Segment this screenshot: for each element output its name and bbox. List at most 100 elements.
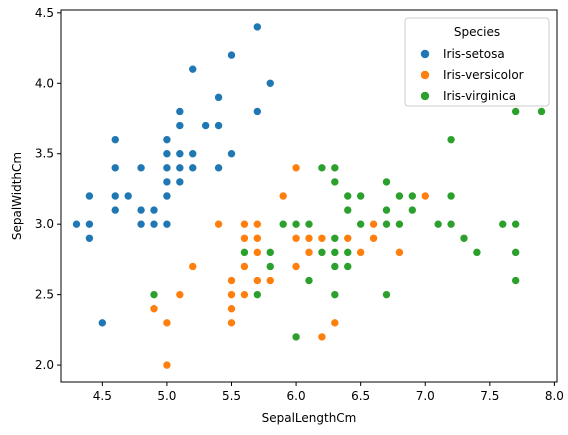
legend-marker-0 [420,49,430,59]
data-point-1-48 [175,290,185,299]
data-point-2-31 [537,107,546,116]
y-tick-label-5: 4.5 [35,6,54,20]
data-point-1-0 [420,191,430,201]
legend-label-1: Iris-versicolor [443,68,524,82]
data-point-0-41 [98,318,107,328]
data-point-0-32 [188,64,198,74]
data-point-1-25 [369,219,378,229]
x-tick-label-6: 7.5 [480,389,499,403]
data-point-2-13 [253,290,262,299]
data-point-2-21 [240,248,249,257]
data-point-2-10 [356,191,365,201]
data-point-0-38 [85,219,94,229]
data-point-1-28 [291,233,301,243]
data-point-2-12 [395,219,404,229]
data-point-0-31 [214,163,223,173]
plot-area-frame [60,9,558,383]
x-tick-label-1: 5.0 [157,389,176,403]
data-point-2-2 [433,219,443,229]
data-point-2-14 [265,248,275,257]
data-point-0-36 [227,149,236,159]
x-tick-label-4: 6.5 [351,389,370,403]
y-axis-label: SepalWidthCm [10,152,24,240]
data-point-0-8 [85,233,94,243]
data-point-1-42 [265,276,275,285]
data-point-2-32 [343,248,353,257]
y-tick-label-3: 3.5 [35,147,54,161]
data-point-1-8 [369,233,378,243]
data-point-2-11 [343,262,353,271]
data-point-2-33 [330,248,340,257]
data-point-0-16 [214,93,223,102]
data-point-2-40 [382,205,391,215]
data-point-0-22 [110,135,120,144]
data-point-1-34 [214,219,223,229]
y-tick-label-4: 4.0 [35,76,54,90]
data-point-0-42 [85,191,94,201]
legend: Species Iris-setosa Iris-versicolor Iris-v… [404,17,550,107]
data-point-2-45 [382,219,391,229]
y-tick-label-2: 3.0 [35,217,54,231]
data-point-2-41 [408,205,417,215]
data-point-1-38 [240,219,249,229]
data-point-2-7 [459,233,469,243]
data-point-1-46 [253,233,262,243]
data-point-0-14 [265,78,275,88]
data-point-1-43 [162,318,172,328]
data-point-0-1 [149,219,159,229]
x-tick-label-5: 7.0 [416,389,435,403]
data-point-0-23 [175,177,185,187]
data-point-2-6 [149,290,159,299]
y-axis-ticks: 2.0 2.5 3.0 3.5 4.0 4.5 [35,6,61,372]
data-point-0-25 [162,219,172,229]
data-point-1-33 [291,262,301,271]
data-point-1-18 [317,332,327,342]
data-point-0-24 [136,163,146,173]
legend-marker-1 [420,70,430,80]
data-point-2-17 [511,107,520,116]
data-point-1-23 [304,248,314,257]
data-point-0-43 [162,149,172,159]
data-point-0-17 [175,149,185,159]
data-point-1-37 [330,318,340,328]
data-point-2-26 [317,248,327,257]
data-point-1-20 [278,191,288,201]
data-point-0-29 [123,191,133,201]
data-point-1-7 [149,304,159,314]
data-point-2-35 [511,219,520,229]
data-point-0-49 [162,177,172,187]
data-point-1-35 [291,163,301,173]
data-point-1-29 [253,276,262,285]
data-point-1-26 [395,248,404,257]
data-point-1-40 [227,276,236,285]
data-point-0-35 [162,191,172,201]
data-point-2-49 [278,219,288,229]
x-tick-label-0: 4.5 [93,389,112,403]
data-point-2-0 [330,177,340,187]
data-point-2-19 [291,332,301,342]
data-point-1-47 [317,233,327,243]
data-point-2-42 [265,262,275,271]
data-point-2-29 [446,219,456,229]
data-point-0-26 [162,163,172,173]
data-point-0-18 [253,107,262,116]
legend-box [404,17,550,107]
data-point-0-21 [175,121,185,130]
data-point-1-4 [356,248,365,257]
data-point-1-44 [240,262,249,271]
x-axis-label: SepalLengthCm [262,411,357,425]
legend-label-0: Iris-setosa [443,47,505,61]
y-tick-label-0: 2.0 [35,358,54,372]
data-point-2-8 [382,290,391,299]
y-tick-label-1: 2.5 [35,288,54,302]
data-point-2-36 [330,163,340,173]
data-point-1-39 [227,290,236,299]
data-point-2-23 [330,262,340,271]
data-point-1-31 [227,304,236,314]
data-point-2-9 [446,135,456,144]
data-point-1-49 [253,248,262,257]
data-point-1-19 [240,290,249,299]
data-point-1-9 [188,262,198,271]
x-axis-ticks: 4.5 5.0 5.5 6.0 6.5 7.0 7.5 8.0 [93,382,564,403]
data-point-1-14 [240,233,249,243]
